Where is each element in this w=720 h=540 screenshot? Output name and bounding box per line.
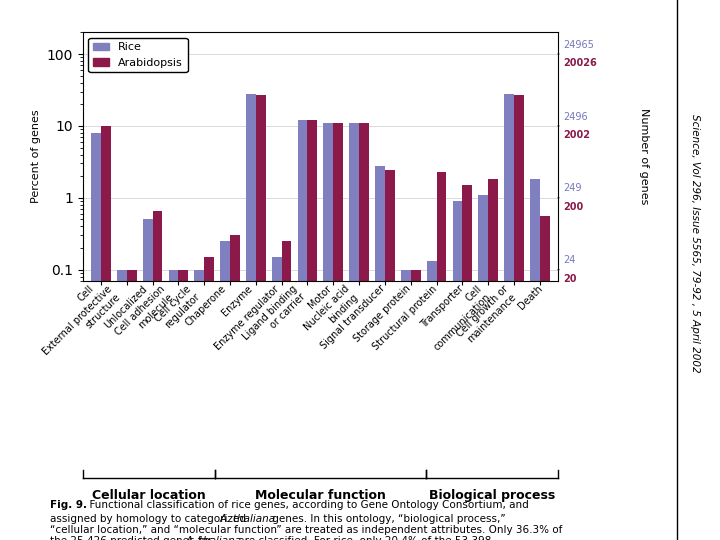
Bar	[101, 126, 111, 540]
Bar	[297, 120, 307, 540]
Text: External protective
structure: External protective structure	[41, 284, 122, 364]
Text: Fig. 9.: Fig. 9.	[50, 500, 87, 510]
Text: Death: Death	[517, 284, 545, 312]
Text: Cell cycle
regulator: Cell cycle regulator	[153, 284, 202, 332]
Bar	[204, 257, 214, 540]
Text: A. thaliana: A. thaliana	[186, 536, 242, 540]
Text: 2002: 2002	[564, 130, 590, 140]
Text: 20: 20	[564, 274, 577, 284]
Bar	[179, 269, 188, 540]
Bar	[282, 241, 292, 540]
Bar	[375, 166, 385, 540]
Text: Transporter: Transporter	[419, 284, 466, 330]
Text: Ligand binding
or carrier: Ligand binding or carrier	[240, 284, 307, 350]
Text: Enzyme regulator: Enzyme regulator	[212, 284, 281, 352]
Text: 24965: 24965	[564, 39, 595, 50]
Text: Motor: Motor	[307, 284, 333, 310]
Bar	[462, 185, 472, 540]
Bar	[272, 257, 282, 540]
Text: Number of genes: Number of genes	[639, 109, 649, 205]
Bar	[436, 172, 446, 540]
Bar	[117, 269, 127, 540]
Bar	[427, 261, 436, 540]
Text: Signal transducer: Signal transducer	[318, 284, 387, 352]
Bar	[333, 123, 343, 540]
Text: Nucleic acid
binding: Nucleic acid binding	[303, 284, 360, 341]
Y-axis label: Percent of genes: Percent of genes	[31, 110, 41, 204]
Text: Cell: Cell	[76, 284, 96, 303]
Text: Functional classification of rice genes, according to Gene Ontology Consortium, : Functional classification of rice genes,…	[83, 500, 528, 510]
Bar	[514, 95, 524, 540]
Text: “cellular location,” and “molecular function” are treated as independent attribu: “cellular location,” and “molecular func…	[50, 525, 563, 535]
Text: genes. In this ontology, “biological process,”: genes. In this ontology, “biological pro…	[269, 514, 505, 524]
Bar	[127, 269, 137, 540]
Bar	[479, 195, 488, 540]
Text: Storage protein: Storage protein	[352, 284, 413, 344]
Text: the 25,426 predicted genes for: the 25,426 predicted genes for	[50, 536, 216, 540]
Text: assigned by homology to categorized: assigned by homology to categorized	[50, 514, 250, 524]
Text: Cell growth or
maintenance: Cell growth or maintenance	[455, 284, 518, 347]
Text: A. thaliana: A. thaliana	[220, 514, 276, 524]
Text: 24: 24	[564, 255, 576, 265]
Text: Molecular function: Molecular function	[255, 489, 386, 502]
Text: Science, Vol 296, Issue 5565, 79-92 , 5 April 2002: Science, Vol 296, Issue 5565, 79-92 , 5 …	[690, 114, 700, 372]
Bar	[411, 269, 420, 540]
Bar	[530, 179, 540, 540]
Text: 2496: 2496	[564, 112, 588, 122]
Bar	[401, 269, 411, 540]
Bar	[246, 94, 256, 540]
Text: Structural protein: Structural protein	[371, 284, 439, 352]
Bar	[143, 219, 153, 540]
Bar	[91, 133, 101, 540]
Bar	[540, 217, 550, 540]
Text: Enzyme: Enzyme	[220, 284, 254, 318]
Legend: Rice, Arabidopsis: Rice, Arabidopsis	[89, 38, 187, 72]
Bar	[488, 179, 498, 540]
Bar	[504, 94, 514, 540]
Bar	[153, 211, 162, 540]
Bar	[323, 123, 333, 540]
Bar	[359, 123, 369, 540]
Bar	[307, 120, 318, 540]
Bar	[194, 269, 204, 540]
Bar	[230, 235, 240, 540]
Text: are classified. For rice, only 20.4% of the 53,398: are classified. For rice, only 20.4% of …	[235, 536, 492, 540]
Text: Chaperone: Chaperone	[184, 284, 228, 328]
Text: Cell adhesion
molecule: Cell adhesion molecule	[114, 284, 175, 345]
Bar	[385, 171, 395, 540]
Bar	[349, 123, 359, 540]
Text: Cellular location: Cellular location	[92, 489, 206, 502]
Text: Unlocalized: Unlocalized	[102, 284, 149, 330]
Text: 200: 200	[564, 202, 584, 212]
Text: Biological process: Biological process	[429, 489, 555, 502]
Text: 249: 249	[564, 184, 582, 193]
Bar	[220, 241, 230, 540]
Text: 20026: 20026	[564, 58, 598, 69]
Bar	[256, 95, 266, 540]
Bar	[453, 201, 462, 540]
Bar	[168, 269, 179, 540]
Text: Cell
communication: Cell communication	[423, 284, 492, 352]
